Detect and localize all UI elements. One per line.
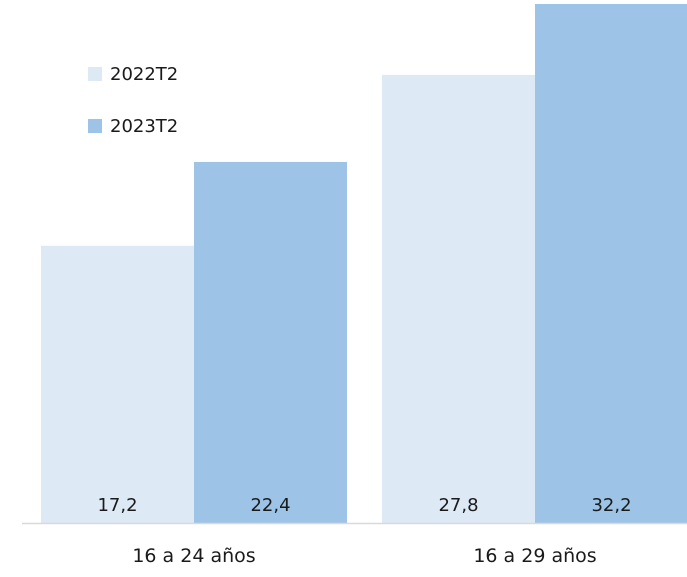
category-label: 16 a 29 años — [473, 545, 596, 567]
legend-label: 2022T2 — [110, 64, 178, 85]
bar-2022T2-1 — [41, 245, 194, 523]
data-labels-group: 17,2 22,4 27,8 32,2 — [97, 495, 631, 516]
legend-swatch — [88, 67, 102, 81]
bar-2023T2-2 — [535, 4, 687, 523]
bar-2023T2-1 — [194, 161, 347, 523]
category-label: 16 a 24 años — [132, 545, 255, 567]
category-labels-group: 16 a 24 años 16 a 29 años — [132, 545, 596, 567]
legend: 2022T2 2023T2 — [88, 64, 178, 137]
data-label: 17,2 — [97, 495, 137, 516]
legend-label: 2023T2 — [110, 116, 178, 137]
data-label: 32,2 — [591, 495, 631, 516]
data-label: 27,8 — [438, 495, 478, 516]
legend-swatch — [88, 119, 102, 133]
data-label: 22,4 — [250, 495, 290, 516]
bars-group — [41, 4, 687, 524]
bar-2022T2-2 — [382, 74, 535, 524]
